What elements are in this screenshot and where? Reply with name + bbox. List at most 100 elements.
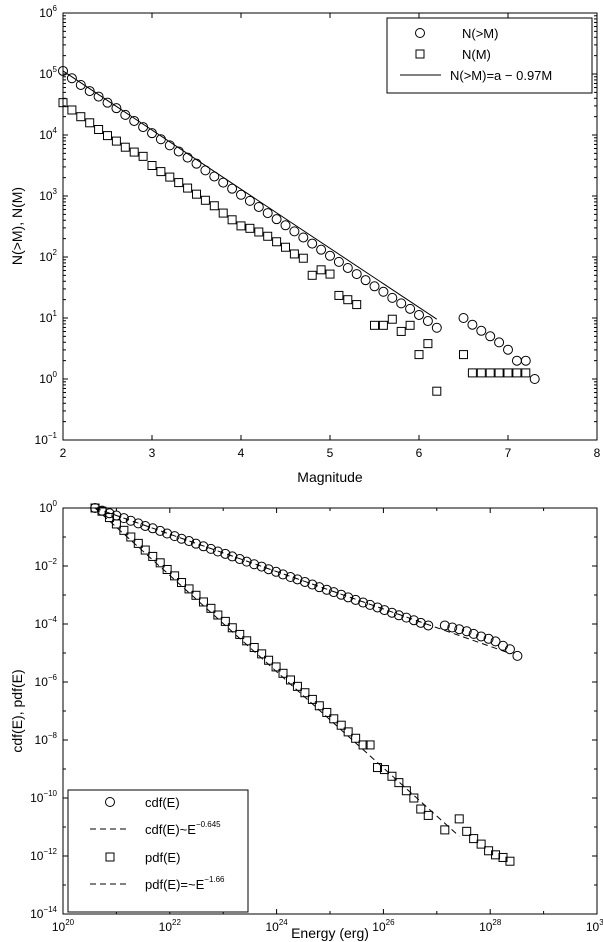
x-tick-label-top: 6 bbox=[416, 446, 423, 460]
point-cumulative bbox=[209, 171, 220, 182]
point-incremental bbox=[281, 242, 290, 252]
point-cumulative bbox=[173, 146, 184, 157]
point-cumulative bbox=[75, 79, 86, 90]
point-cdf bbox=[227, 551, 238, 562]
point-cdf bbox=[490, 636, 501, 647]
y-tick-label-top: 101 bbox=[39, 309, 57, 325]
x-tick-label-bottom: 1026 bbox=[372, 918, 395, 934]
point-cumulative bbox=[511, 355, 522, 366]
point-incremental bbox=[298, 253, 308, 263]
point-pdf bbox=[401, 786, 411, 796]
point-cdf bbox=[125, 515, 136, 526]
point-cdf bbox=[468, 628, 479, 639]
point-cumulative bbox=[138, 122, 149, 133]
y-tick-label-top-exp: 1 bbox=[53, 309, 58, 318]
y-tick-label-bottom: 10−12 bbox=[30, 847, 57, 863]
point-cumulative bbox=[147, 128, 157, 139]
y-tick-label-bottom: 10−10 bbox=[30, 789, 57, 805]
legend-box-bottom bbox=[67, 789, 249, 913]
y-tick-label-top-base: 10 bbox=[39, 128, 53, 142]
point-cdf bbox=[169, 531, 180, 542]
point-incremental bbox=[67, 105, 77, 115]
point-cdf bbox=[234, 554, 245, 565]
point-incremental bbox=[111, 136, 121, 146]
x-tick-label-top: 8 bbox=[594, 446, 601, 460]
point-incremental bbox=[103, 131, 112, 141]
y-tick-label-top-exp: 5 bbox=[53, 65, 58, 74]
y-tick-label-bottom-base: 10 bbox=[30, 907, 44, 921]
x-tick-label-top: 5 bbox=[327, 446, 334, 460]
x-tick-label-bottom-exp: 26 bbox=[386, 918, 395, 927]
point-cdf bbox=[271, 566, 282, 577]
point-pdf bbox=[505, 856, 515, 866]
point-pdf bbox=[249, 642, 259, 652]
point-pdf bbox=[111, 519, 121, 529]
x-tick-label-bottom-exp: 28 bbox=[492, 918, 501, 927]
y-axis-label-top: N(>M), N(M) bbox=[9, 187, 25, 265]
point-cdf bbox=[285, 572, 296, 583]
y-tick-label-bottom-base: 10 bbox=[35, 733, 49, 747]
point-pdf bbox=[314, 701, 324, 711]
point-incremental bbox=[138, 151, 148, 161]
point-incremental bbox=[307, 270, 317, 280]
point-cdf bbox=[336, 589, 347, 600]
point-cumulative bbox=[155, 134, 166, 145]
point-cdf bbox=[461, 626, 472, 637]
point-cdf bbox=[256, 561, 267, 572]
y-tick-label-top: 102 bbox=[39, 248, 57, 264]
point-cumulative bbox=[191, 158, 202, 169]
point-cumulative bbox=[458, 313, 469, 323]
point-cdf bbox=[401, 612, 412, 623]
legend-label-cdf-fit: cdf(E)~E−0.645 bbox=[145, 820, 221, 837]
x-tick-label-bottom-base: 10 bbox=[372, 920, 386, 934]
point-incremental bbox=[129, 147, 139, 157]
point-incremental bbox=[378, 320, 388, 330]
point-pdf bbox=[191, 590, 201, 600]
y-tick-label-top: 10−1 bbox=[35, 431, 58, 447]
point-pdf bbox=[213, 610, 223, 620]
point-cumulative bbox=[360, 275, 371, 286]
point-pdf bbox=[373, 763, 383, 773]
point-pdf bbox=[379, 765, 389, 775]
legend-top: N(>M) N(M) N(>M)=a − 0.97M bbox=[386, 17, 593, 94]
point-cumulative bbox=[227, 183, 238, 194]
point-cumulative bbox=[485, 331, 496, 342]
point-cdf bbox=[321, 584, 332, 595]
y-tick-label-bottom-exp: −10 bbox=[43, 789, 57, 798]
x-tick-label-bottom-exp: 20 bbox=[65, 918, 74, 927]
point-cumulative bbox=[111, 103, 122, 114]
point-cumulative bbox=[244, 195, 255, 206]
point-cdf bbox=[249, 559, 260, 570]
x-axis-label-top: Magnitude bbox=[297, 469, 363, 485]
point-cdf bbox=[190, 538, 201, 549]
x-tick-label-top: 7 bbox=[505, 446, 512, 460]
point-incremental bbox=[459, 350, 468, 360]
legend-label-pdf-fit-exp: −1.66 bbox=[204, 875, 225, 884]
y-tick-label-bottom-exp: 0 bbox=[53, 499, 58, 508]
legend-marker-square-top bbox=[415, 49, 425, 59]
point-pdf bbox=[198, 597, 208, 607]
point-pdf bbox=[133, 538, 143, 548]
y-tick-label-top-exp: 0 bbox=[53, 370, 58, 379]
point-cdf bbox=[241, 556, 252, 567]
y-tick-label-bottom-exp: −12 bbox=[43, 847, 57, 856]
y-tick-label-top-exp: 4 bbox=[53, 126, 58, 135]
point-cdf bbox=[133, 518, 144, 529]
y-tick-label-bottom-base: 10 bbox=[30, 849, 44, 863]
legend-label-cdf-fit-base: cdf(E)~E bbox=[145, 822, 196, 837]
x-tick-label-bottom-base: 10 bbox=[586, 920, 600, 934]
y-tick-label-bottom-exp: −8 bbox=[48, 731, 58, 740]
point-incremental bbox=[183, 183, 193, 193]
point-cumulative bbox=[307, 238, 318, 249]
point-cumulative bbox=[316, 244, 327, 255]
point-cumulative bbox=[494, 337, 505, 348]
point-cumulative bbox=[102, 97, 113, 108]
x-tick-label-bottom-exp: 30 bbox=[599, 918, 603, 927]
point-cumulative bbox=[431, 322, 442, 333]
point-pdf bbox=[97, 506, 107, 516]
point-cdf bbox=[408, 615, 419, 626]
point-cumulative bbox=[129, 115, 140, 126]
point-pdf bbox=[440, 825, 450, 835]
x-tick-label-bottom: 1028 bbox=[479, 918, 502, 934]
